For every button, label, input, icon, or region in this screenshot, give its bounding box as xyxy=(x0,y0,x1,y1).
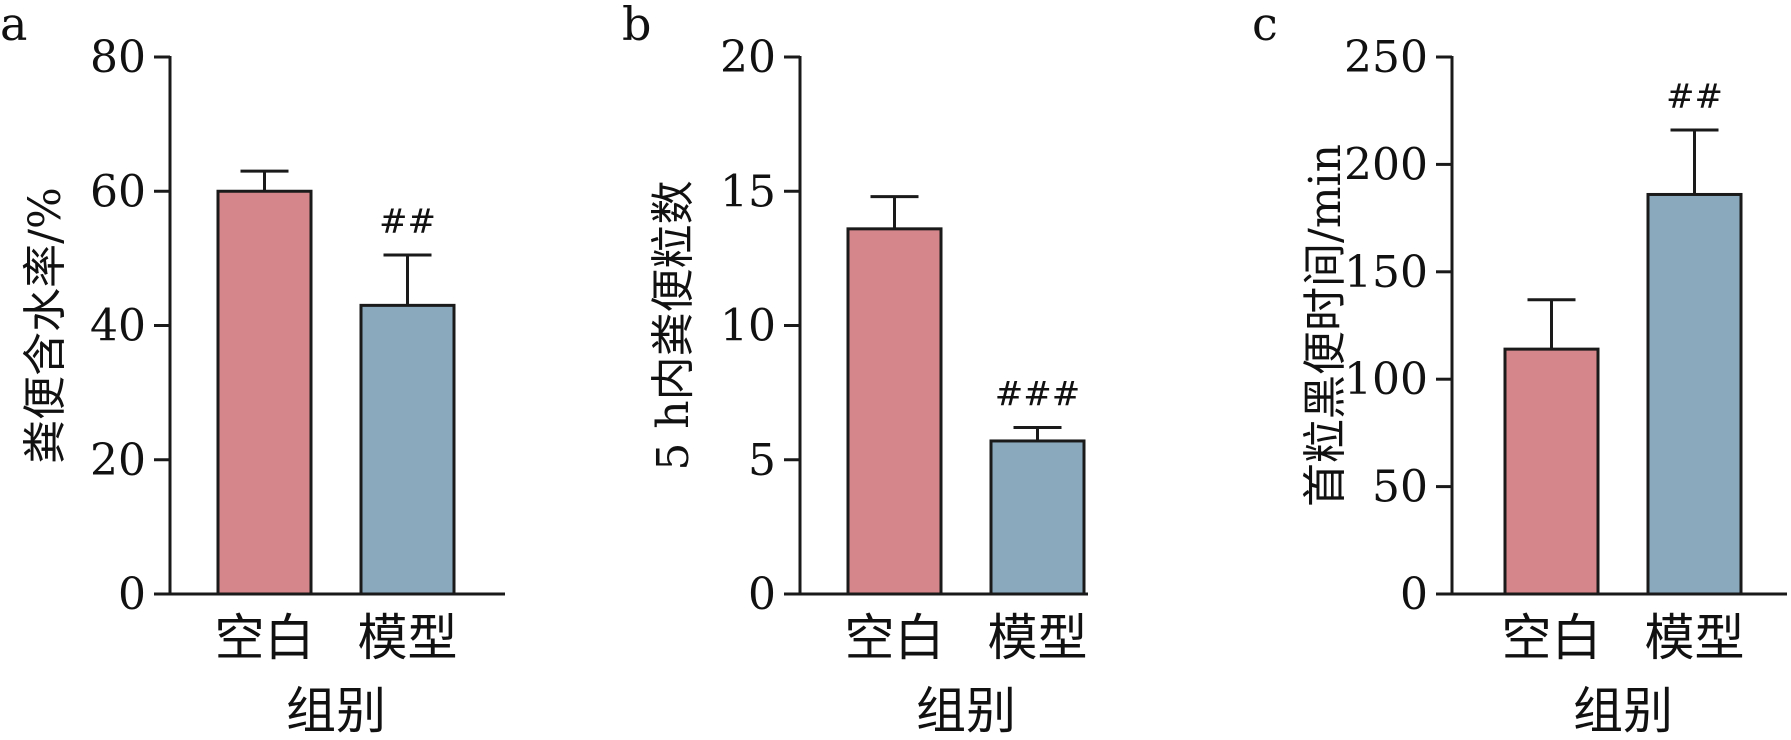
category-label: 模型 xyxy=(358,609,458,667)
y-tick-label: 20 xyxy=(90,435,146,486)
y-axis-label: 首粒黑便时间/min xyxy=(1300,144,1351,507)
y-tick-label: 200 xyxy=(1344,139,1428,190)
bar xyxy=(989,439,1086,596)
category-label: 空白 xyxy=(215,609,315,667)
y-tick-label: 150 xyxy=(1344,247,1428,298)
x-axis-label: 组别 xyxy=(286,682,386,740)
panel-letter: c xyxy=(1252,0,1278,51)
y-tick-label: 100 xyxy=(1344,354,1428,405)
y-tick-label: 50 xyxy=(1372,462,1428,513)
y-tick-label: 20 xyxy=(720,32,776,83)
y-axis-label: 5 h内粪便粒数 xyxy=(648,180,699,470)
y-tick-label: 0 xyxy=(118,569,146,620)
y-tick-label: 15 xyxy=(720,166,776,217)
bar xyxy=(1646,192,1743,596)
y-tick-label: 5 xyxy=(748,435,776,486)
bar xyxy=(1503,347,1600,596)
x-axis-label: 组别 xyxy=(1573,682,1673,740)
y-tick-label: 0 xyxy=(748,569,776,620)
significance-label: ## xyxy=(1666,77,1723,117)
bar xyxy=(359,303,456,596)
category-label: 空白 xyxy=(845,609,945,667)
x-axis-label: 组别 xyxy=(916,682,1016,740)
y-tick-label: 80 xyxy=(90,32,146,83)
bar xyxy=(846,227,943,596)
significance-label: ### xyxy=(995,375,1080,415)
y-axis-label: 粪便含水率/% xyxy=(20,187,71,464)
y-tick-label: 0 xyxy=(1400,569,1428,620)
category-label: 空白 xyxy=(1502,609,1602,667)
y-tick-label: 40 xyxy=(90,301,146,352)
panel-letter: a xyxy=(0,0,27,51)
significance-label: ## xyxy=(379,202,436,242)
bar xyxy=(216,189,313,596)
category-label: 模型 xyxy=(988,609,1088,667)
y-tick-label: 60 xyxy=(90,166,146,217)
panel-letter: b xyxy=(622,0,651,51)
y-tick-label: 10 xyxy=(720,301,776,352)
category-label: 模型 xyxy=(1645,609,1745,667)
y-tick-label: 250 xyxy=(1344,32,1428,83)
